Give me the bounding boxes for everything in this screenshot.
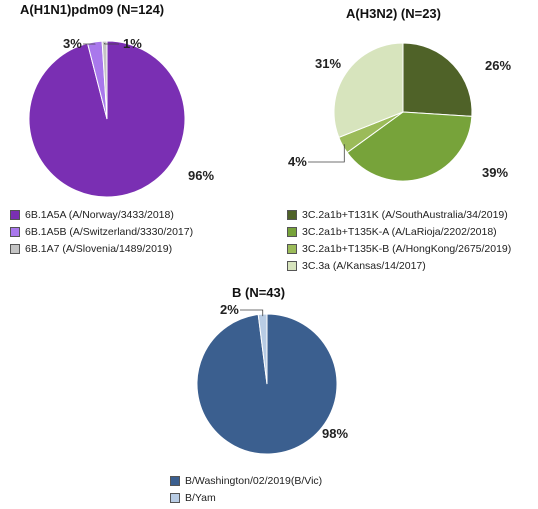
legend-label: 3C.2a1b+T131K (A/SouthAustralia/34/2019) xyxy=(302,208,508,221)
legend-swatch xyxy=(287,243,297,254)
slice-percentage-label: 2% xyxy=(220,302,239,317)
legend-label: 6B.1A7 (A/Slovenia/1489/2019) xyxy=(25,242,173,255)
slice-percentage-label: 98% xyxy=(322,426,348,441)
slice-percentage-label: 3% xyxy=(63,36,82,51)
legend-label: 6B.1A5A (A/Norway/3433/2018) xyxy=(25,208,174,221)
pie-chart-h1n1: 96% 3% 1% xyxy=(28,36,214,198)
legend-h1n1: 6B.1A5A (A/Norway/3433/2018) 6B.1A5B (A/S… xyxy=(10,206,193,257)
legend-swatch xyxy=(170,492,180,503)
legend-item: 6B.1A5B (A/Switzerland/3330/2017) xyxy=(10,223,193,240)
legend-item: 6B.1A7 (A/Slovenia/1489/2019) xyxy=(10,240,193,257)
pie-chart-b: 98% 2% xyxy=(196,302,348,455)
pie-slice xyxy=(402,42,473,117)
leader-line xyxy=(308,144,345,163)
pie-slice xyxy=(346,111,473,182)
pie-slice xyxy=(333,42,404,139)
legend-item: 6B.1A5A (A/Norway/3433/2018) xyxy=(10,206,193,223)
legend-swatch xyxy=(170,475,180,486)
legend-b: B/Washington/02/2019(B/Vic) B/Yam xyxy=(170,472,322,506)
legend-swatch xyxy=(287,226,297,237)
legend-swatch xyxy=(10,226,20,237)
legend-item: 3C.2a1b+T135K-A (A/LaRioja/2202/2018) xyxy=(287,223,511,240)
slice-percentage-label: 96% xyxy=(188,168,214,183)
legend-label: 6B.1A5B (A/Switzerland/3330/2017) xyxy=(25,225,194,238)
legend-item: 3C.2a1b+T131K (A/SouthAustralia/34/2019) xyxy=(287,206,511,223)
slice-percentage-label: 39% xyxy=(482,165,508,180)
leader-line xyxy=(240,309,264,317)
pie-slice xyxy=(101,40,108,120)
legend-swatch xyxy=(287,260,297,271)
legend-item: B/Washington/02/2019(B/Vic) xyxy=(170,472,322,489)
pie-chart-h3n2: 26% 39% 4% 31% xyxy=(288,42,511,182)
legend-label: B/Washington/02/2019(B/Vic) xyxy=(185,474,323,487)
legend-swatch xyxy=(10,243,20,254)
legend-h3n2: 3C.2a1b+T131K (A/SouthAustralia/34/2019)… xyxy=(287,206,511,274)
legend-label: 3C.2a1b+T135K-A (A/LaRioja/2202/2018) xyxy=(302,225,497,238)
legend-label: 3C.3a (A/Kansas/14/2017) xyxy=(302,259,426,272)
chart-title-b: B (N=43) xyxy=(232,285,286,300)
legend-item: B/Yam xyxy=(170,489,322,506)
legend-item: 3C.2a1b+T135K-B (A/HongKong/2675/2019) xyxy=(287,240,511,257)
chart-title-h1n1: A(H1N1)pdm09 (N=124) xyxy=(20,2,165,17)
legend-swatch xyxy=(287,209,297,220)
slice-percentage-label: 1% xyxy=(123,36,142,51)
slice-percentage-label: 4% xyxy=(288,154,307,169)
leader-line xyxy=(104,43,119,45)
slice-percentage-label: 31% xyxy=(315,56,341,71)
legend-item: 3C.3a (A/Kansas/14/2017) xyxy=(287,257,511,274)
legend-swatch xyxy=(10,209,20,220)
chart-title-h3n2: A(H3N2) (N=23) xyxy=(346,6,441,21)
legend-label: 3C.2a1b+T135K-B (A/HongKong/2675/2019) xyxy=(302,242,512,255)
legend-label: B/Yam xyxy=(185,491,216,504)
slice-percentage-label: 26% xyxy=(485,58,511,73)
